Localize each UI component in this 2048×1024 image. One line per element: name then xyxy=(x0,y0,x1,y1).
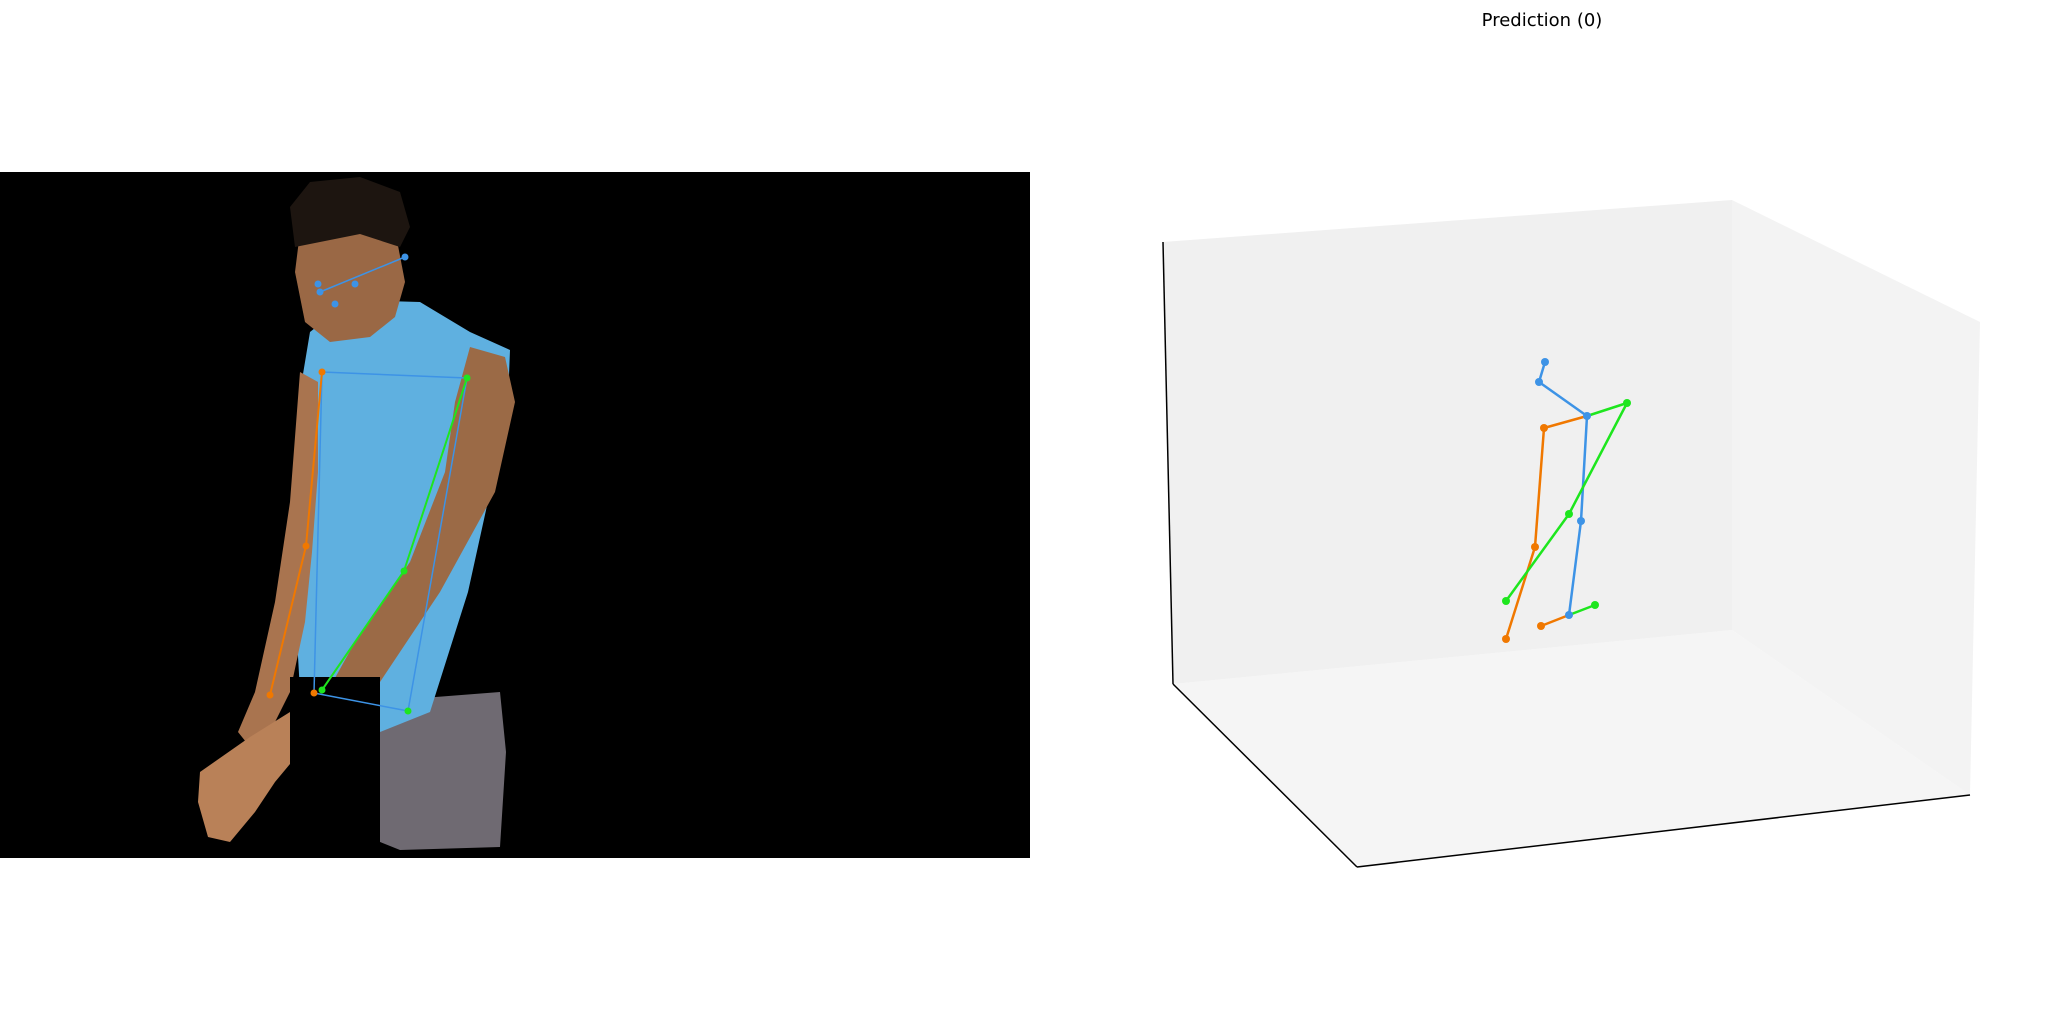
bone-3d-lower-spine xyxy=(1567,519,1583,617)
bone-2d-head xyxy=(319,256,406,293)
joint-3d-relb xyxy=(1565,510,1573,518)
right-arm xyxy=(330,347,515,702)
shorts xyxy=(355,692,506,850)
joint-3d-lelb xyxy=(1531,543,1539,551)
bone-3d-upper-spine xyxy=(1579,414,1589,523)
joint-3d-spine xyxy=(1577,517,1585,525)
skeleton-3d xyxy=(1502,358,1631,643)
occlusion-block xyxy=(290,677,380,847)
joint-3d-head xyxy=(1541,358,1549,366)
z-axis-line xyxy=(1162,241,1174,685)
bone-3d-left-upper-arm xyxy=(1533,426,1546,549)
joint-2d-lelb xyxy=(302,542,310,550)
hands xyxy=(198,712,320,842)
bone-3d-right-upper-arm xyxy=(1567,401,1629,516)
bone-2d-left-forearm xyxy=(269,545,307,696)
joint-3d-pelvis xyxy=(1565,611,1573,619)
photo-overlay xyxy=(0,172,1030,858)
joint-3d-thorax xyxy=(1583,412,1591,420)
joint-2d-rwri xyxy=(318,686,326,694)
joint-2d-lear xyxy=(316,288,324,296)
back-pane xyxy=(1163,200,1732,684)
bone-2d-left-torso xyxy=(313,371,323,694)
joint-2d-nose xyxy=(331,300,339,308)
x-axis-line xyxy=(1356,794,1971,868)
joint-2d-lhip xyxy=(310,689,318,697)
bone-3d-right-forearm xyxy=(1504,512,1571,603)
joint-2d-reye xyxy=(351,280,359,288)
head xyxy=(295,230,405,342)
y-axis-line xyxy=(1172,683,1358,868)
joint-3d-lhip xyxy=(1537,622,1545,630)
joint-2d-rsho xyxy=(463,374,471,382)
photo-background xyxy=(0,172,1030,858)
hair xyxy=(290,177,410,247)
bone-2d-right-upper-arm xyxy=(403,377,468,572)
floor-pane xyxy=(1173,630,1970,867)
joint-3d-rwri xyxy=(1502,597,1510,605)
bone-3d-left-clavicle xyxy=(1542,414,1589,430)
keypoints-2d xyxy=(266,253,471,715)
joint-2d-relb xyxy=(400,567,408,575)
joint-3d-lsho xyxy=(1540,424,1548,432)
joint-3d-neck xyxy=(1535,378,1543,386)
bone-3d-right-hip xyxy=(1567,603,1597,617)
bone-2d-shoulders xyxy=(321,371,468,379)
bone-2d-right-forearm xyxy=(321,570,405,691)
input-photo-panel xyxy=(0,172,1030,858)
joint-3d-rhip xyxy=(1591,601,1599,609)
joint-2d-lsho xyxy=(318,368,326,376)
bone-2d-right-torso xyxy=(407,377,468,712)
joint-3d-lwri xyxy=(1502,635,1510,643)
side-pane xyxy=(1732,200,1980,795)
bone-3d-neck xyxy=(1537,380,1589,418)
bone-3d-left-hip xyxy=(1539,613,1571,628)
bone-2d-left-upper-arm xyxy=(305,371,323,547)
joint-2d-rhip xyxy=(404,707,412,715)
left-arm xyxy=(238,372,318,747)
joint-2d-leye xyxy=(314,280,322,288)
bone-2d-hips xyxy=(313,692,409,712)
joint-3d-rsho xyxy=(1623,399,1631,407)
bone-3d-right-clavicle xyxy=(1585,401,1629,418)
joint-2d-rear xyxy=(401,253,409,261)
joint-2d-lwri xyxy=(266,691,274,699)
bone-3d-left-forearm xyxy=(1504,545,1537,641)
figure-title: Prediction (0) xyxy=(1481,10,1603,31)
